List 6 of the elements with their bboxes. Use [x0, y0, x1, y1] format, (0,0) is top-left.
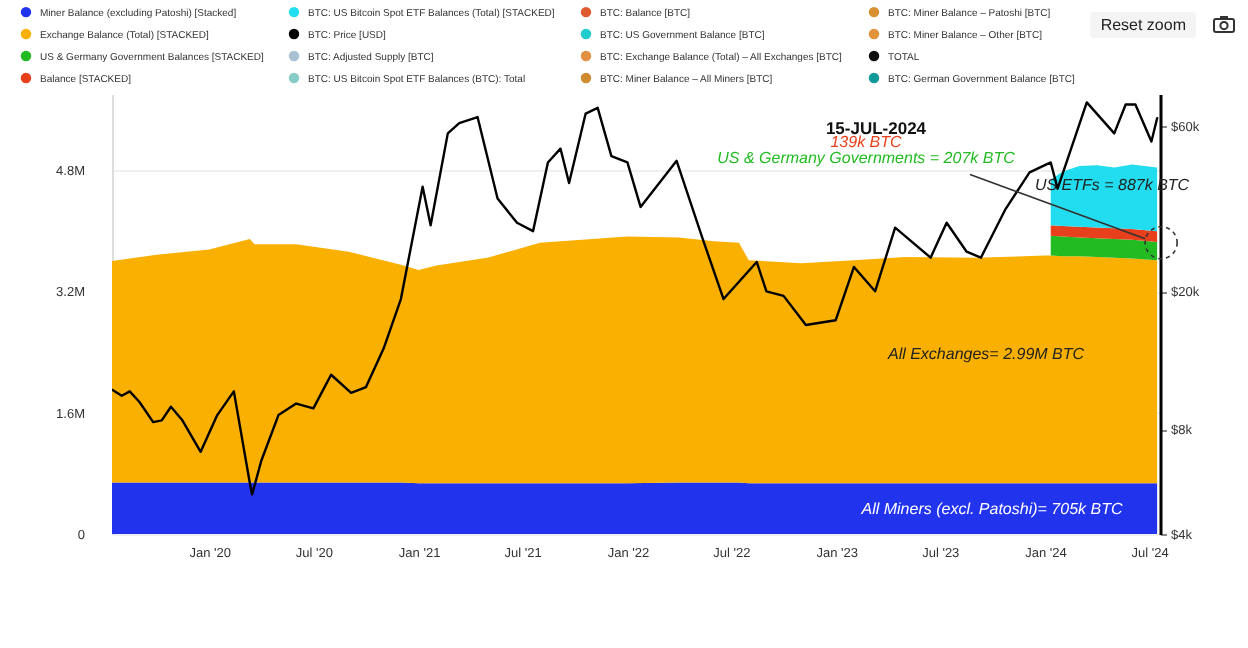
annotation: All Exchanges= 2.99M BTC: [885, 345, 1085, 364]
annotation: 15-JUL-2024: [825, 118, 927, 138]
annotation: 139k BTC: [830, 133, 903, 152]
text: Reset zoom: [1090, 12, 1196, 38]
annotation: All Miners (excl. Patoshi)= 705k BTC: [859, 499, 1123, 518]
annotation: US & Germany Governments = 207k BTC: [717, 148, 1016, 167]
